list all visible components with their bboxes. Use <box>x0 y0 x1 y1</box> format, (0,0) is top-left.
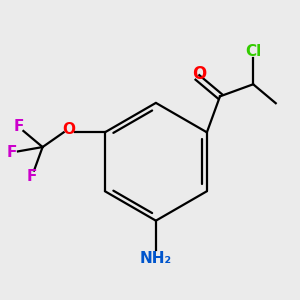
Text: NH₂: NH₂ <box>140 251 172 266</box>
Text: F: F <box>13 119 24 134</box>
Text: F: F <box>27 169 37 184</box>
Text: Cl: Cl <box>245 44 261 59</box>
Text: O: O <box>62 122 76 137</box>
Text: F: F <box>6 145 17 160</box>
Text: O: O <box>192 65 206 83</box>
